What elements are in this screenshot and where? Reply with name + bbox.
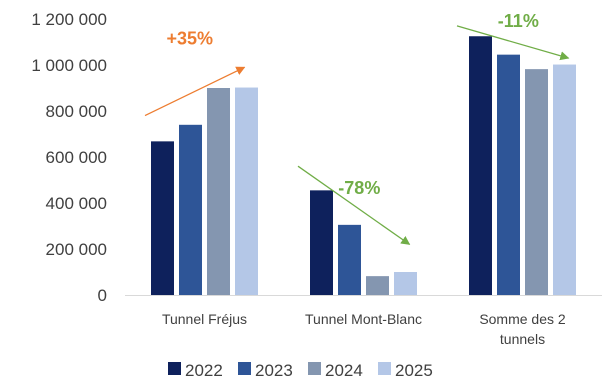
y-tick-label: 0 [98, 286, 107, 305]
trend-arrow [144, 66, 246, 117]
legend-swatch-2023 [238, 362, 251, 375]
legend-label: 2023 [255, 361, 293, 380]
bar-2024-2 [525, 69, 548, 295]
bar-2023-2 [497, 54, 520, 296]
y-tick-label: 400 000 [46, 194, 107, 213]
legend-swatch-2025 [378, 362, 391, 375]
y-tick-label: 600 000 [46, 148, 107, 167]
trend-arrow [297, 165, 411, 245]
bar-2025-1 [394, 272, 417, 295]
bar-2022-2 [469, 36, 492, 295]
legend: 2022 2023 2024 2025 [168, 361, 433, 380]
annotations: +35% -78% -11% [144, 11, 570, 245]
y-tick-label: 1 200 000 [31, 10, 107, 29]
legend-label: 2022 [185, 361, 223, 380]
change-annotation: +35% [167, 28, 214, 48]
trend-arrow [456, 25, 570, 61]
legend-swatch-2024 [308, 362, 321, 375]
x-axis: Tunnel Fréjus Tunnel Mont-Blanc Somme des … [125, 295, 602, 347]
bar-2024-0 [207, 88, 230, 295]
x-tick-label: Tunnel Fréjus [162, 311, 247, 327]
bar-2022-1 [310, 190, 333, 295]
y-tick-label: 200 000 [46, 240, 107, 259]
change-annotation: -78% [338, 178, 380, 198]
x-tick-label: tunnels [500, 331, 545, 347]
bar-2023-0 [179, 124, 202, 295]
x-tick-label: Tunnel Mont-Blanc [305, 311, 422, 327]
change-annotation: -11% [498, 11, 539, 31]
plot-area [151, 36, 576, 296]
y-axis: 0 200 000 400 000 600 000 800 000 1 000 000 1 … [31, 10, 107, 305]
bar-2022-0 [151, 141, 174, 295]
y-tick-label: 800 000 [46, 102, 107, 121]
legend-label: 2025 [395, 361, 433, 380]
y-tick-label: 1 000 000 [31, 56, 107, 75]
x-tick-label: Somme des 2 [479, 311, 566, 327]
legend-label: 2024 [325, 361, 363, 380]
bar-2023-1 [338, 224, 361, 295]
bar-2025-2 [553, 64, 576, 295]
bar-2025-0 [235, 87, 258, 295]
bar-2024-1 [366, 276, 389, 295]
legend-swatch-2022 [168, 362, 181, 375]
